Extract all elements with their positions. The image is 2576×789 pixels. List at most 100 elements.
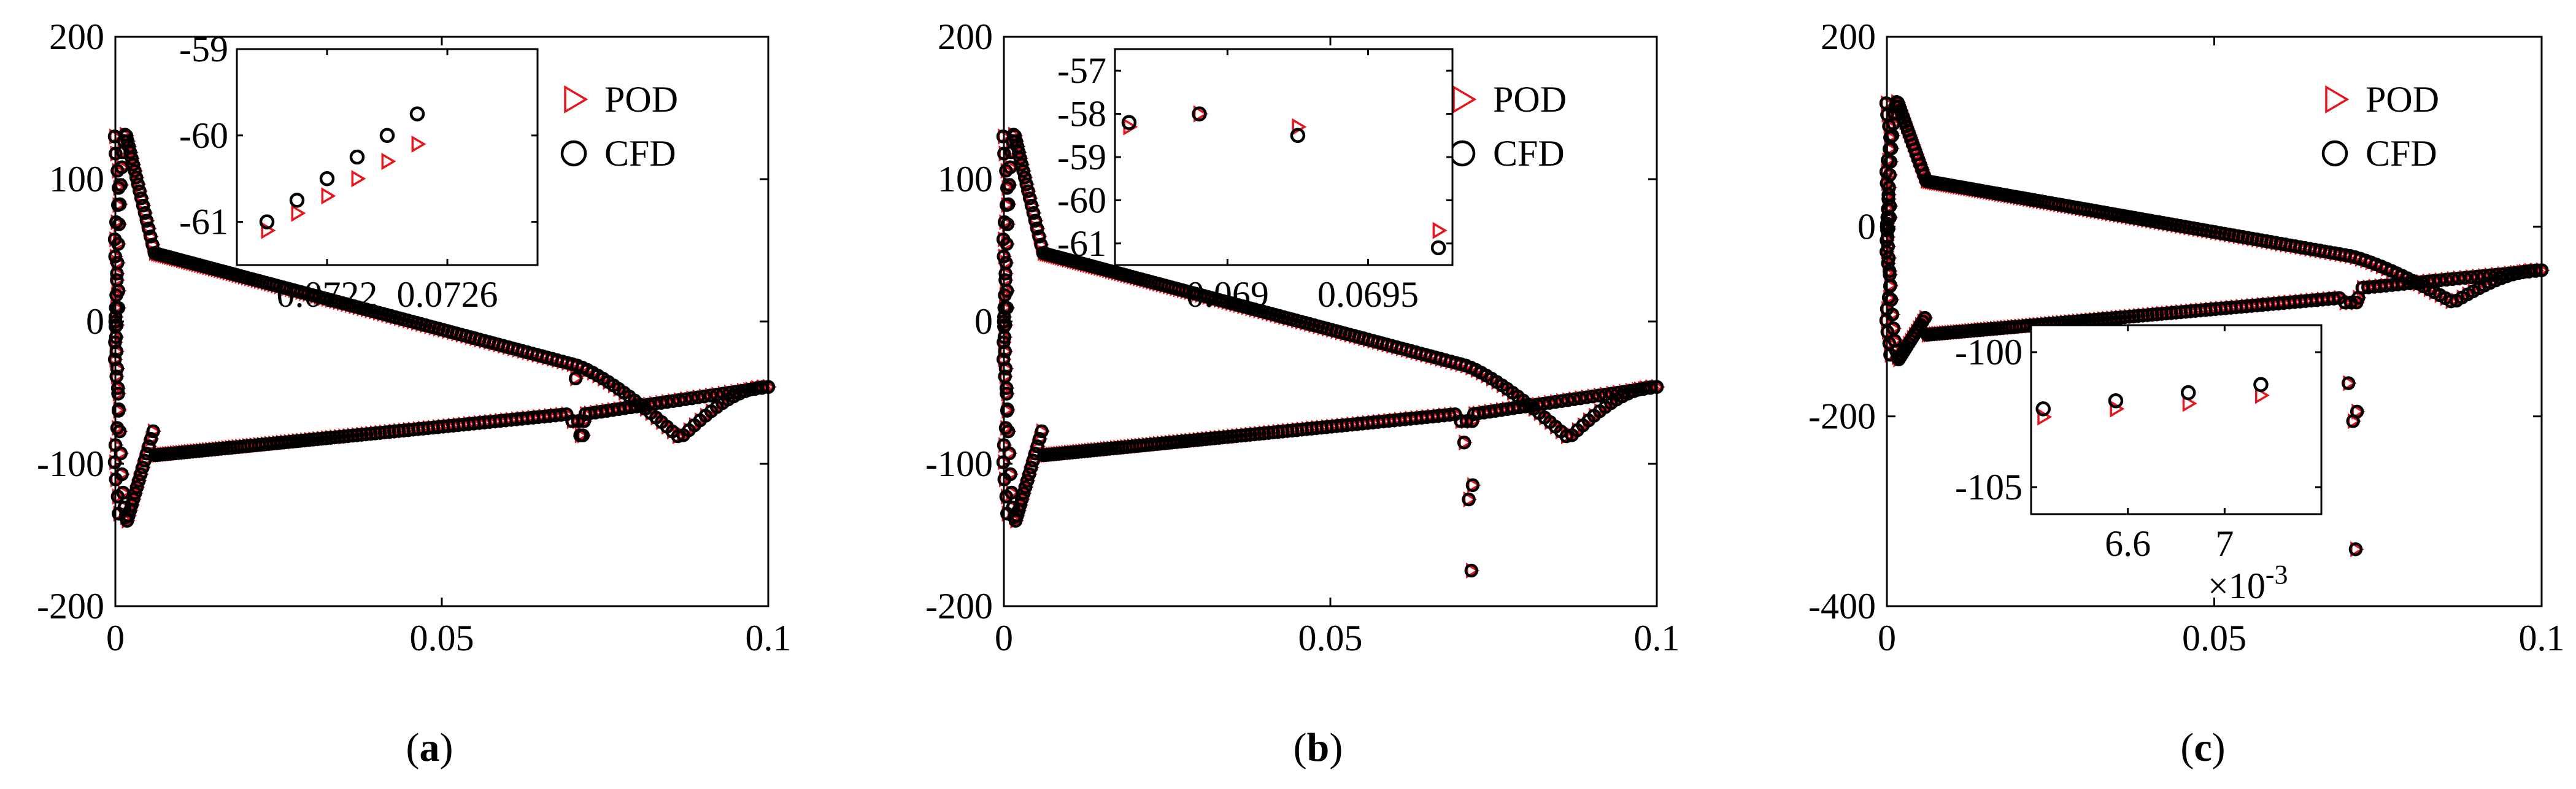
inset-pod-point: [351, 170, 366, 188]
legend-cfd-marker: [560, 140, 587, 167]
legend-pod-marker: [564, 85, 588, 114]
cfd-point: [1462, 492, 1476, 507]
cfd-point: [1021, 184, 1035, 198]
cfd-point: [671, 429, 685, 444]
inset-cfd-point: [2108, 393, 2124, 409]
cfd-point: [1579, 390, 1594, 404]
y-tick-label: -200: [1808, 396, 1876, 437]
cfd-point: [1637, 382, 1651, 396]
cfd-point: [1457, 435, 1471, 450]
inset-pod-point: [411, 135, 426, 153]
cfd-point: [110, 164, 125, 178]
legend-cfd-label: CFD: [1493, 133, 1565, 174]
cfd-point: [2496, 267, 2510, 281]
x-tick-label: 0: [106, 618, 125, 658]
inset-cfd-point: [409, 106, 425, 121]
cfd-point: [2483, 268, 2497, 282]
cfd-point: [1017, 486, 1031, 501]
cfd-point: [1000, 387, 1014, 401]
cfd-point: [998, 344, 1012, 358]
cfd-point: [654, 396, 668, 410]
cfd-point: [1467, 407, 1481, 421]
cfd-point: [1630, 383, 1645, 397]
cfd-point: [1881, 251, 1896, 265]
inset-frame: [236, 48, 539, 266]
cfd-point: [1464, 563, 1479, 578]
cfd-point: [2509, 266, 2523, 280]
y-tick-label: 200: [49, 17, 104, 57]
cfd-point: [678, 392, 693, 406]
cfd-point: [1013, 151, 1027, 166]
cfd-point: [111, 404, 126, 418]
cfd-point: [128, 164, 142, 178]
caption-letter: c: [2194, 725, 2212, 770]
legend: POD CFD: [1449, 79, 1567, 174]
y-tick-label: -100: [925, 444, 993, 484]
cfd-point: [2451, 271, 2466, 286]
cfd-point: [1028, 214, 1043, 228]
cfd-point: [697, 389, 711, 404]
panel-c: 0 0.05 0.1 -400 -200 0 200 POD CFD 6.6 7 -105 -100 ×1…: [1808, 17, 2564, 770]
cfd-point: [2350, 404, 2364, 419]
cfd-point: [2140, 308, 2155, 322]
cfd-point: [139, 214, 154, 228]
cfd-point: [144, 432, 158, 446]
inset-cfd-point: [349, 149, 365, 165]
cfd-point: [1024, 198, 1039, 213]
cfd-point: [123, 145, 137, 160]
y-tick-label: 200: [938, 17, 993, 57]
cfd-point: [1573, 391, 1587, 406]
legend: POD CFD: [560, 79, 678, 174]
inset-y-tick-label: -57: [1057, 50, 1106, 91]
y-tick-label: -200: [925, 586, 993, 626]
cfd-point: [755, 381, 769, 395]
cfd-point: [1605, 387, 1619, 401]
cfd-point: [2528, 264, 2542, 278]
inset-pod-point: [381, 152, 396, 171]
inset-y-tick-label: -60: [179, 115, 228, 156]
x-tick-label: 0.05: [410, 618, 474, 658]
cfd-point: [998, 421, 1013, 435]
cfd-point: [387, 424, 401, 439]
cfd-point: [735, 383, 750, 398]
cfd-point: [111, 301, 126, 315]
cfd-point: [1030, 439, 1044, 453]
cfd-point: [1598, 387, 1613, 402]
cfd-point: [716, 387, 730, 401]
y-tick-label: -100: [37, 444, 104, 484]
cfd-point: [1643, 381, 1657, 395]
cfd-point: [125, 151, 139, 166]
cfd-point: [382, 425, 396, 439]
cfd-point: [1554, 394, 1569, 408]
legend-pod-marker: [2325, 85, 2350, 114]
cfd-point: [1020, 474, 1035, 488]
x-tick-label: 0.1: [1634, 618, 1680, 658]
inset-background: [2031, 325, 2321, 514]
caption-open: (: [406, 725, 420, 770]
cfd-point: [1465, 478, 1480, 493]
y-tick-label: -400: [1808, 586, 1876, 626]
cfd-point: [110, 490, 125, 504]
cfd-point: [722, 385, 737, 400]
y-tick-label: 0: [1857, 206, 1876, 247]
series-markers: [996, 126, 1665, 579]
inset: 0.069 0.0695 -61-60-59-58-57: [1057, 48, 1454, 315]
cfd-point: [1559, 429, 1574, 444]
cfd-point: [111, 283, 126, 298]
caption-close: ): [2212, 725, 2226, 770]
cfd-point: [126, 157, 141, 172]
legend-pod-marker: [1452, 85, 1477, 114]
cfd-point: [1586, 389, 1600, 404]
caption-open: (: [2180, 725, 2194, 770]
axes-frame: [1886, 36, 2543, 607]
x-tick-label: 0: [1878, 618, 1896, 658]
cfd-point: [2521, 264, 2536, 279]
inset-cfd-point: [2253, 377, 2269, 393]
cfd-point: [2145, 307, 2159, 322]
legend-pod-label: POD: [2366, 79, 2439, 120]
cfd-point: [2464, 270, 2478, 285]
cfd-point: [142, 439, 156, 453]
inset-pod-point: [1194, 105, 1208, 123]
cfd-point: [134, 467, 148, 482]
